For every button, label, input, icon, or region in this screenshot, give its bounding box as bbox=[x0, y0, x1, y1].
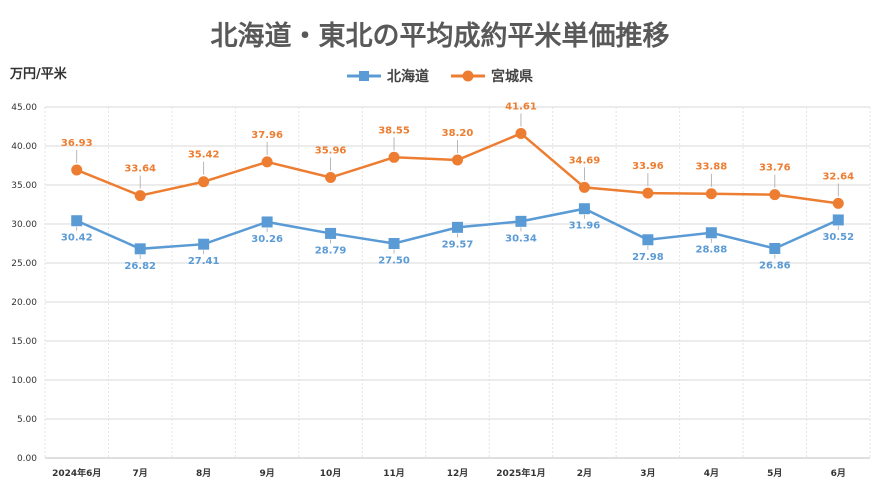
data-point-hokkaido bbox=[71, 215, 83, 227]
data-point-hokkaido bbox=[642, 234, 654, 246]
data-label: 27.50 bbox=[378, 256, 410, 267]
y-tick-label: 40.00 bbox=[11, 142, 37, 152]
data-point-hokkaido bbox=[705, 227, 717, 239]
data-label: 30.34 bbox=[505, 233, 537, 244]
x-tick-label: 2024年6月 bbox=[52, 467, 101, 479]
x-tick-label: 6月 bbox=[831, 468, 846, 479]
x-tick-label: 11月 bbox=[383, 468, 405, 479]
data-label: 33.96 bbox=[632, 161, 664, 172]
data-label: 29.57 bbox=[442, 239, 474, 250]
y-tick-label: 35.00 bbox=[11, 181, 37, 191]
y-tick-label: 30.00 bbox=[11, 220, 37, 230]
legend: 北海道 宮城県 bbox=[0, 66, 880, 86]
data-point-miyagi bbox=[388, 151, 400, 163]
data-label: 30.42 bbox=[61, 233, 93, 244]
y-axis-unit-label: 万円/平米 bbox=[10, 67, 67, 82]
x-tick-label: 8月 bbox=[196, 468, 211, 479]
y-tick-label: 45.00 bbox=[11, 103, 37, 113]
x-tick-label: 5月 bbox=[767, 468, 782, 479]
y-tick-label: 0.00 bbox=[17, 454, 37, 464]
data-label: 33.64 bbox=[124, 164, 156, 175]
legend-item-hokkaido: 北海道 bbox=[347, 66, 429, 86]
data-point-miyagi bbox=[325, 172, 337, 184]
data-label: 36.93 bbox=[61, 138, 93, 149]
data-label: 38.55 bbox=[378, 125, 410, 136]
data-label: 28.79 bbox=[315, 245, 347, 256]
data-point-hokkaido bbox=[769, 242, 781, 254]
data-point-miyagi bbox=[452, 154, 463, 166]
data-label: 35.42 bbox=[188, 150, 220, 161]
data-label: 41.61 bbox=[505, 101, 537, 112]
legend-marker-circle-icon bbox=[451, 70, 485, 82]
legend-marker-square-icon bbox=[347, 71, 381, 81]
y-tick-label: 15.00 bbox=[11, 337, 37, 347]
x-tick-label: 7月 bbox=[133, 468, 148, 479]
legend-label-miyagi: 宮城県 bbox=[491, 69, 533, 85]
x-tick-label: 3月 bbox=[640, 468, 655, 479]
data-point-miyagi bbox=[261, 156, 273, 168]
data-point-hokkaido bbox=[578, 203, 590, 215]
data-point-miyagi bbox=[71, 164, 83, 176]
x-tick-label: 2025年1月 bbox=[496, 467, 545, 479]
legend-label-hokkaido: 北海道 bbox=[387, 69, 429, 85]
data-label: 35.96 bbox=[315, 146, 347, 157]
data-label: 34.69 bbox=[569, 155, 601, 166]
data-label: 33.76 bbox=[759, 163, 791, 174]
data-label: 30.52 bbox=[822, 232, 854, 243]
data-point-miyagi bbox=[769, 189, 781, 201]
data-label: 37.96 bbox=[251, 130, 283, 141]
data-label: 32.64 bbox=[822, 171, 854, 182]
data-point-hokkaido bbox=[515, 215, 527, 227]
data-point-miyagi bbox=[578, 181, 590, 193]
x-tick-label: 2月 bbox=[577, 468, 592, 479]
data-point-miyagi bbox=[515, 127, 527, 139]
y-tick-label: 25.00 bbox=[11, 259, 37, 269]
y-tick-label: 20.00 bbox=[11, 298, 37, 308]
data-point-hokkaido bbox=[134, 243, 146, 255]
data-label: 27.98 bbox=[632, 252, 664, 263]
data-point-hokkaido bbox=[832, 214, 844, 226]
y-tick-label: 5.00 bbox=[17, 415, 37, 425]
data-point-hokkaido bbox=[261, 216, 273, 228]
x-tick-label: 10月 bbox=[320, 468, 342, 479]
data-point-hokkaido bbox=[452, 221, 463, 233]
data-label: 30.26 bbox=[251, 234, 283, 245]
data-point-hokkaido bbox=[325, 227, 337, 239]
data-label: 26.82 bbox=[124, 261, 156, 272]
data-label: 26.86 bbox=[759, 260, 791, 271]
x-tick-label: 4月 bbox=[704, 468, 719, 479]
data-label: 31.96 bbox=[569, 221, 601, 232]
data-point-miyagi bbox=[832, 197, 844, 209]
data-point-miyagi bbox=[198, 176, 210, 188]
legend-item-miyagi: 宮城県 bbox=[451, 66, 533, 86]
data-point-miyagi bbox=[705, 188, 717, 200]
data-point-hokkaido bbox=[198, 238, 210, 250]
data-label: 27.41 bbox=[188, 256, 220, 267]
data-label: 33.88 bbox=[696, 162, 728, 173]
x-tick-label: 12月 bbox=[447, 468, 469, 479]
x-tick-label: 9月 bbox=[259, 468, 274, 479]
chart-title: 北海道・東北の平均成約平米単価推移 bbox=[210, 21, 670, 52]
data-point-hokkaido bbox=[388, 238, 400, 249]
data-point-miyagi bbox=[642, 187, 654, 199]
data-point-miyagi bbox=[134, 190, 146, 202]
data-label: 38.20 bbox=[442, 128, 474, 139]
y-tick-label: 10.00 bbox=[11, 376, 37, 386]
data-label: 28.88 bbox=[696, 245, 728, 256]
